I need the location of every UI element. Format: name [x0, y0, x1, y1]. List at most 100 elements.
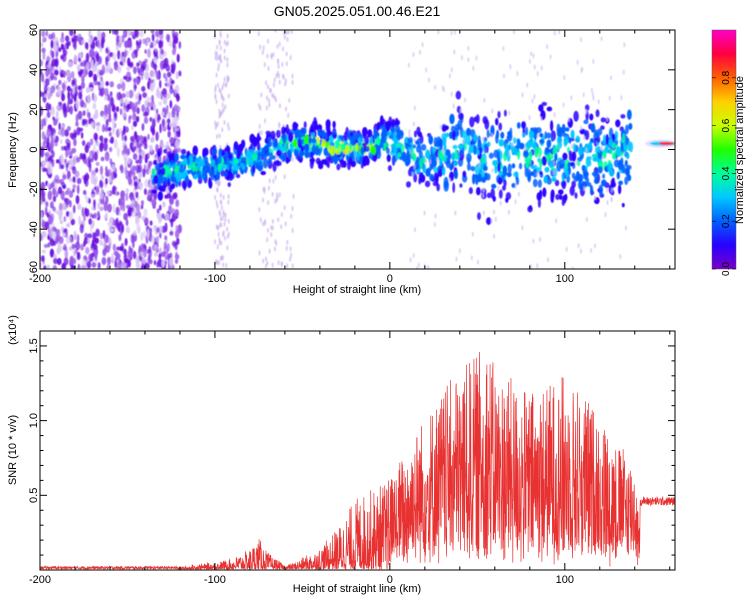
- spectrogram-cell: [41, 230, 47, 238]
- spectrogram-cell: [109, 146, 113, 153]
- spectrogram-cell: [282, 154, 286, 161]
- spectrogram-cell: [227, 199, 230, 205]
- spectrogram-cell: [286, 239, 289, 245]
- spectrogram-cell: [369, 136, 373, 146]
- spectrogram-cell: [72, 39, 77, 48]
- spectrogram-cell: [558, 194, 563, 200]
- spectrogram-cell: [133, 181, 139, 187]
- spectrogram-cell: [309, 158, 315, 163]
- spectrogram-cell: [146, 101, 151, 107]
- spectrogram-cell: [133, 250, 137, 260]
- spectrogram-cell: [158, 253, 162, 260]
- spectrogram-cell: [155, 108, 159, 115]
- spectrogram-cell: [486, 141, 491, 147]
- spectrogram-cell: [116, 147, 120, 158]
- spectrogram-cell: [130, 31, 136, 36]
- spectrogram-cell: [115, 106, 120, 112]
- spectrogram-cell: [93, 199, 96, 208]
- spectrogram-cell: [166, 157, 170, 167]
- spectrogram-cell: [90, 243, 95, 249]
- spectrogram-cell: [215, 200, 218, 206]
- spectrogram-cell: [73, 95, 77, 101]
- spectrogram-cell: [261, 49, 264, 55]
- spectrogram-cell: [235, 173, 241, 179]
- spectrogram-cell: [119, 108, 123, 116]
- spectrogram-cell: [266, 260, 269, 266]
- spectrogram-cell: [124, 158, 128, 167]
- spectrogram-cell: [453, 161, 458, 167]
- spectrogram-cell: [157, 213, 163, 223]
- spectrogram-cell: [623, 144, 628, 154]
- spectrogram-cell: [536, 172, 539, 178]
- spectrogram-cell: [408, 133, 411, 139]
- spectrogram-cell: [272, 82, 275, 88]
- spectrogram-cell: [105, 118, 109, 127]
- spectrogram-cell: [180, 154, 186, 160]
- spectrogram-cell: [544, 166, 550, 173]
- spectrogram-cell: [42, 51, 46, 61]
- spectrogram-cell: [158, 41, 164, 48]
- spectrogram-cell: [144, 153, 148, 164]
- spectrogram-cell: [162, 201, 166, 208]
- spectrogram-cell: [507, 209, 510, 215]
- spectrogram-cell: [203, 147, 209, 157]
- spectrogram-cell: [350, 160, 357, 168]
- spectrogram-cell: [92, 231, 95, 242]
- spectrogram-cell: [166, 71, 172, 78]
- spectrogram-cell: [565, 127, 570, 132]
- spectrogram-cell: [498, 171, 503, 176]
- spectrogram-cell: [600, 125, 605, 130]
- spectrogram-cell: [558, 189, 564, 195]
- spectrogram-cell: [278, 41, 281, 47]
- spectrogram-cell: [321, 159, 327, 165]
- spectrogram-cell: [73, 129, 77, 139]
- spectrogram-cell: [419, 157, 424, 169]
- spectrogram-cell: [462, 170, 467, 178]
- spectrogram-cell: [45, 114, 48, 123]
- spectrogram-cell: [428, 135, 433, 145]
- spectrogram-cell: [271, 191, 274, 197]
- spectrogram-cell: [500, 131, 505, 139]
- spectrogram-cell: [563, 75, 566, 81]
- spectrogram-cell: [287, 30, 290, 35]
- spectrogram-cell: [278, 79, 281, 85]
- spectrogram-cell: [608, 137, 613, 147]
- spectrogram-cell: [56, 104, 60, 110]
- spectrogram-cell: [597, 165, 603, 174]
- spectrogram-cell: [202, 165, 208, 173]
- colorbar-gradient: [712, 30, 736, 269]
- spectrogram-cell: [310, 151, 314, 158]
- spectrogram-cell: [186, 157, 190, 166]
- spectrogram-cell: [362, 126, 368, 137]
- spectrogram-cell: [407, 136, 413, 143]
- spectrogram-cell: [214, 194, 217, 200]
- spectrogram-cell: [76, 234, 80, 244]
- spectrogram-cell: [136, 78, 140, 86]
- spectrogram-cell: [406, 154, 411, 166]
- spectrogram-cell: [74, 84, 78, 93]
- spectrogram-cell: [62, 174, 67, 180]
- spectrogram-cell: [69, 30, 74, 37]
- spectrogram-cell: [130, 102, 135, 111]
- spectrogram-cell: [554, 179, 560, 187]
- spectrogram-cell: [526, 82, 529, 88]
- spectrogram-cell: [385, 120, 391, 131]
- spectrogram-cell: [412, 153, 417, 162]
- spectrogram-cell: [121, 224, 124, 233]
- spectrogram-cell: [531, 98, 534, 104]
- spectrogram-cell: [301, 138, 304, 145]
- spectrogram-cell: [627, 174, 632, 182]
- spectrogram-cell: [72, 176, 76, 183]
- spectrogram-cell: [311, 137, 317, 144]
- spectrogram-cell: [141, 85, 146, 92]
- spectrogram-y-tick-label: -40: [28, 221, 40, 237]
- spectrogram-cell: [266, 95, 269, 101]
- spectrogram-cell: [462, 139, 465, 145]
- spectrogram-cell: [218, 209, 221, 215]
- spectrogram-cell: [151, 127, 156, 136]
- spectrogram-cell: [228, 167, 233, 177]
- spectrogram-cell: [585, 147, 588, 153]
- colorbar-tick-label: 0.0: [721, 262, 732, 276]
- spectrogram-cell: [169, 100, 173, 109]
- spectrogram-cell: [82, 68, 88, 78]
